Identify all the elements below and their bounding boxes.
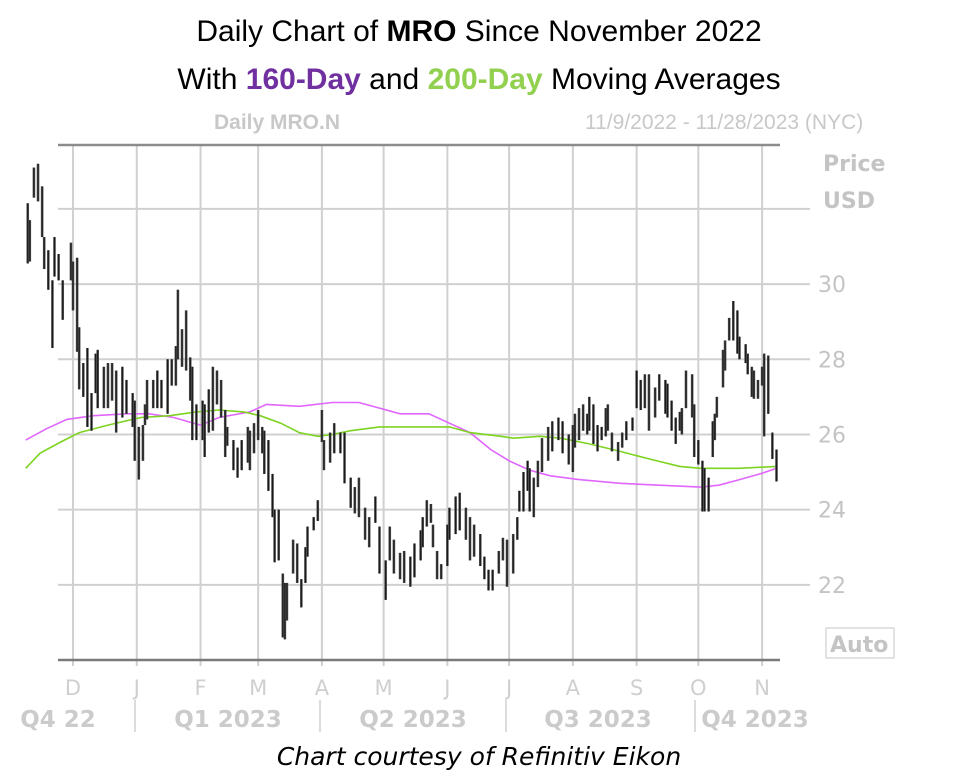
grid — [58, 145, 810, 666]
chart-credit: Chart courtesy of Refinitiv Eikon — [276, 742, 682, 771]
y-tick-label: 28 — [818, 348, 846, 373]
title-text: Daily Chart of — [196, 15, 387, 48]
chart-title-line-1: Daily Chart of MRO Since November 2022 — [0, 14, 958, 50]
title-text: Moving Averages — [542, 63, 781, 96]
x-quarter-label: Q2 2023 — [359, 707, 467, 733]
x-month-label: N — [754, 676, 770, 700]
x-month-label: A — [566, 676, 581, 700]
price-bars — [26, 163, 778, 640]
chart-title-line-2: With 160-Day and 200-Day Moving Averages — [0, 62, 958, 98]
x-month-label: M — [375, 676, 393, 700]
x-month-label: M — [249, 676, 267, 700]
instrument-label: Daily MRO.N — [214, 111, 341, 134]
axes: 22 24 26 28 30 D J F M A M J J A S O N Q4 22 Q1 2023 Q2 202… — [20, 143, 846, 733]
x-month-label: A — [315, 676, 330, 700]
title-text: With — [177, 63, 246, 96]
ma-line-160-day — [25, 401, 777, 488]
date-range-label: 11/9/2022 - 11/28/2023 (NYC) — [585, 111, 864, 134]
x-month-label: J — [442, 676, 450, 700]
x-month-label: S — [630, 676, 643, 700]
y-tick-label: 26 — [818, 423, 846, 448]
y-tick-label: 30 — [818, 273, 846, 298]
x-month-label: O — [690, 676, 707, 700]
x-quarter-label: Q4 2023 — [701, 707, 809, 733]
ticker-symbol: MRO — [386, 15, 457, 48]
x-month-label: D — [65, 676, 81, 700]
title-text: Since November 2022 — [456, 15, 762, 48]
y-tick-label: 24 — [818, 499, 846, 524]
x-month-label: J — [504, 676, 512, 700]
x-quarter-label: Q4 22 — [20, 707, 96, 733]
x-month-label: J — [132, 676, 140, 700]
title-text: and — [360, 63, 428, 96]
y-tick-label: 22 — [818, 574, 846, 599]
ma200-label: 200-Day — [427, 63, 543, 96]
x-quarter-label: Q1 2023 — [174, 707, 282, 733]
y-axis-label-usd: USD — [823, 189, 875, 214]
auto-scale-button[interactable]: Auto — [825, 627, 895, 659]
x-quarter-label: Q3 2023 — [544, 707, 652, 733]
auto-scale-label[interactable]: Auto — [830, 633, 888, 658]
ma160-label: 160-Day — [245, 63, 361, 96]
y-axis-label-price: Price — [823, 152, 885, 177]
x-month-label: F — [194, 676, 206, 700]
